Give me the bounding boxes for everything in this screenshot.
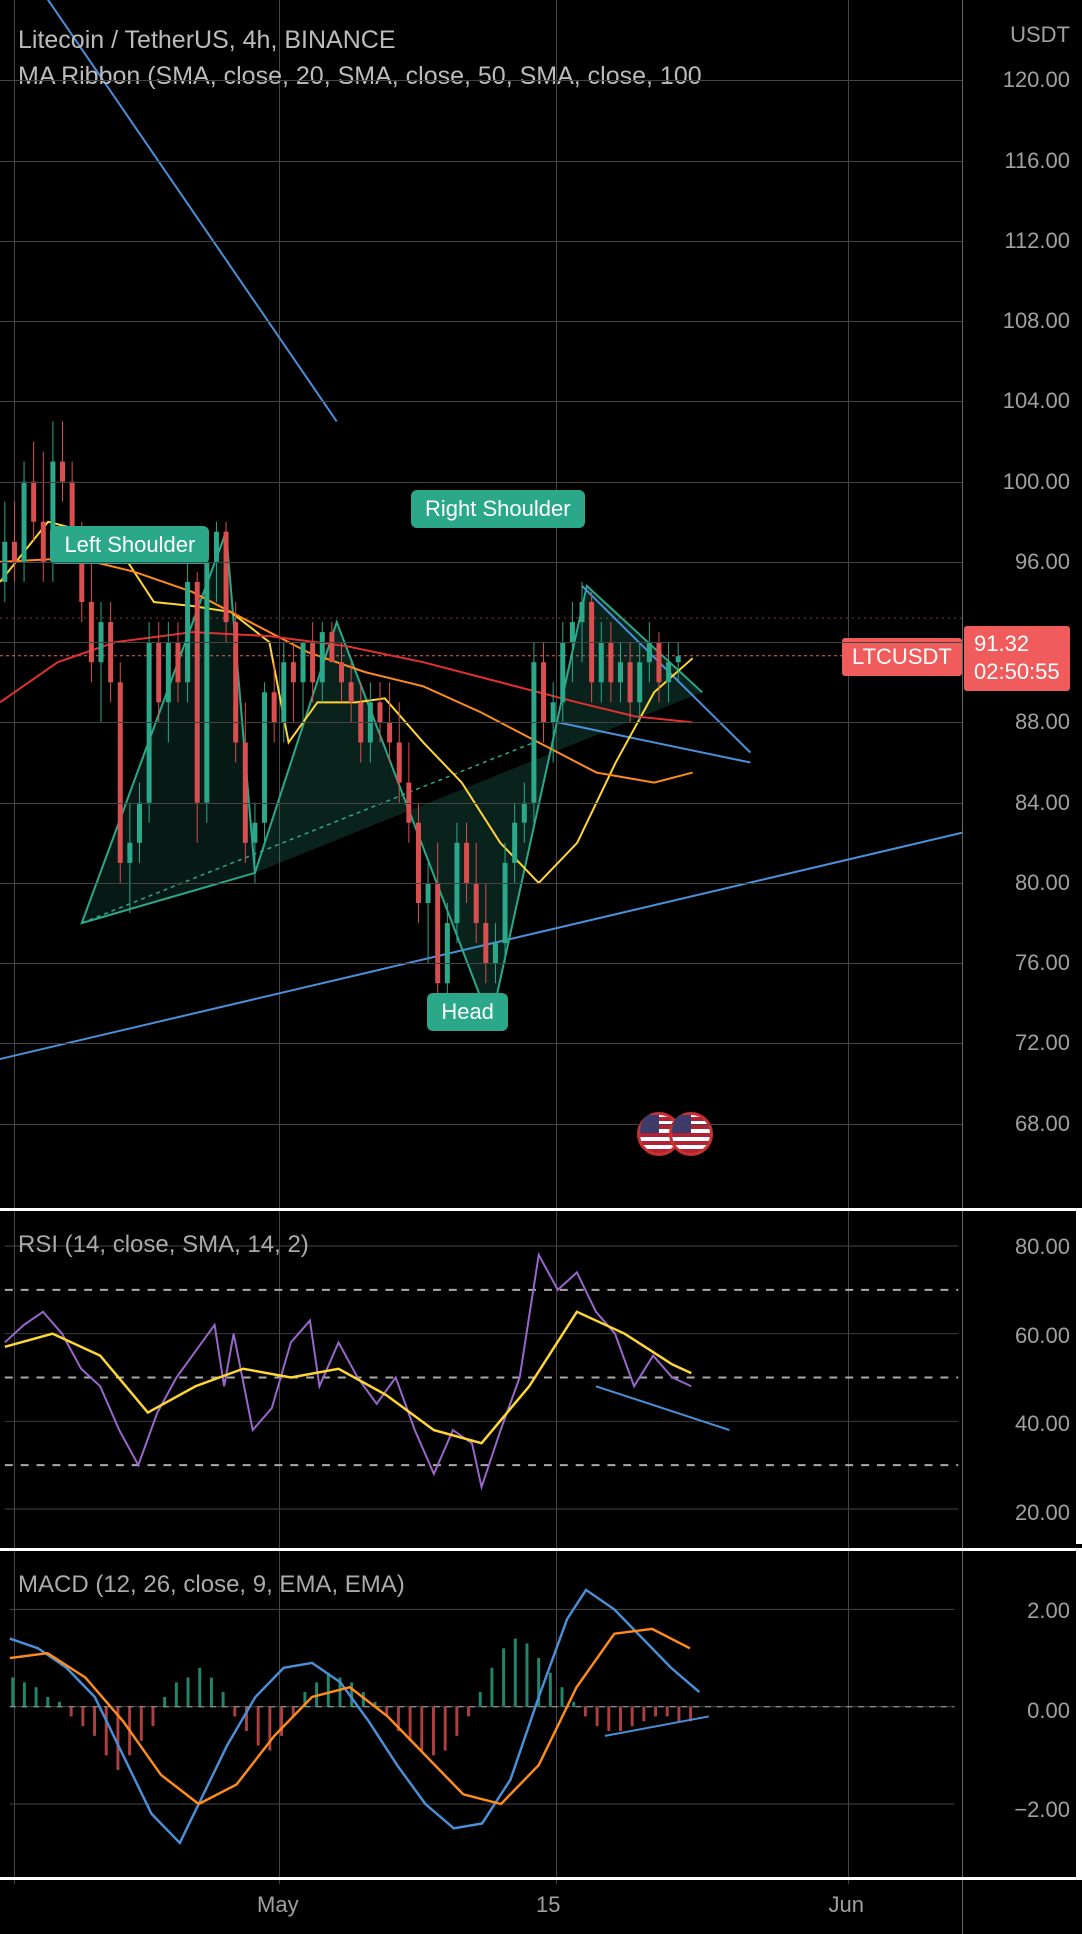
pattern-label[interactable]: Right Shoulder xyxy=(411,490,585,528)
pattern-label[interactable]: Left Shoulder xyxy=(50,526,209,564)
rsi-label: RSI (14, close, SMA, 14, 2) xyxy=(18,1231,309,1259)
price-axis-tick: 72.00 xyxy=(1015,1030,1070,1056)
ticker-badge: LTCUSDT xyxy=(842,638,962,676)
price-chart-svg[interactable] xyxy=(0,0,1082,1204)
countdown-timer: 02:50:55 xyxy=(974,658,1060,687)
quote-currency-label: USDT xyxy=(1010,22,1070,48)
macd-axis-tick: 2.00 xyxy=(1027,1598,1070,1624)
price-axis-tick: 104.00 xyxy=(1003,388,1070,414)
price-axis-tick: 68.00 xyxy=(1015,1111,1070,1137)
price-axis-tick: 84.00 xyxy=(1015,790,1070,816)
symbol-title: Litecoin / TetherUS, 4h, BINANCE xyxy=(18,26,396,55)
main-price-panel[interactable]: Litecoin / TetherUS, 4h, BINANCE MA Ribb… xyxy=(0,0,1082,1204)
time-axis-tick: Jun xyxy=(828,1892,863,1918)
macd-axis-tick: 0.00 xyxy=(1027,1698,1070,1724)
ma-ribbon-label: MA Ribbon (SMA, close, 20, SMA, close, 5… xyxy=(18,62,702,91)
price-axis-tick: 80.00 xyxy=(1015,870,1070,896)
rsi-axis-tick: 60.00 xyxy=(1015,1323,1070,1349)
price-axis-tick: 76.00 xyxy=(1015,950,1070,976)
economic-event-icons[interactable] xyxy=(649,1112,713,1156)
macd-chart-svg[interactable] xyxy=(0,1551,1082,1877)
price-axis-tick: 120.00 xyxy=(1003,67,1070,93)
price-axis-tick: 116.00 xyxy=(1004,148,1070,174)
rsi-axis-tick: 40.00 xyxy=(1015,1411,1070,1437)
macd-label: MACD (12, 26, close, 9, EMA, EMA) xyxy=(18,1571,405,1599)
us-flag-icon[interactable] xyxy=(669,1112,713,1156)
macd-panel[interactable]: MACD (12, 26, close, 9, EMA, EMA) 2.00 0.… xyxy=(0,1548,1082,1880)
rsi-panel[interactable]: RSI (14, close, SMA, 14, 2) 80.00 60.00 40… xyxy=(0,1208,1082,1544)
time-axis-tick: 15 xyxy=(536,1892,560,1918)
price-axis-tick: 96.00 xyxy=(1015,549,1070,575)
last-price-value: 91.32 xyxy=(974,630,1060,659)
price-axis-tick: 88.00 xyxy=(1015,709,1070,735)
price-axis-tick: 100.00 xyxy=(1003,469,1070,495)
time-axis-tick: May xyxy=(257,1892,299,1918)
price-axis-tick: 108.00 xyxy=(1003,308,1070,334)
macd-axis-tick: −2.00 xyxy=(1014,1797,1070,1823)
last-price-badge: 91.32 02:50:55 xyxy=(964,626,1070,691)
rsi-axis-tick: 80.00 xyxy=(1015,1234,1070,1260)
rsi-axis-tick: 20.00 xyxy=(1015,1500,1070,1526)
rsi-chart-svg[interactable] xyxy=(0,1211,1082,1544)
price-axis-tick: 112.00 xyxy=(1004,228,1070,254)
pattern-label[interactable]: Head xyxy=(427,993,508,1031)
